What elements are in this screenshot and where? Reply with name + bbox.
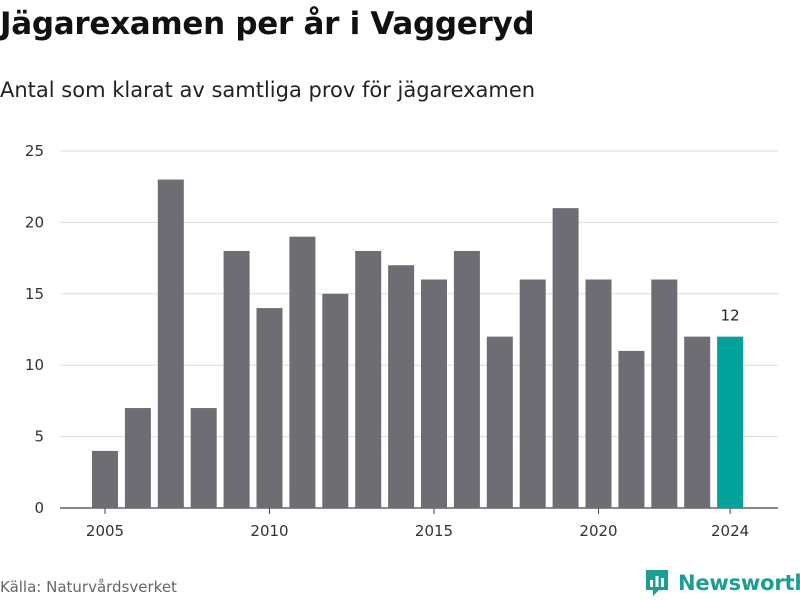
bar-2009	[223, 250, 250, 508]
chart-title: Jägarexamen per år i Vaggeryd	[0, 6, 535, 42]
bar-2023	[684, 336, 711, 508]
x-tick-label: 2024	[711, 522, 749, 540]
bar-2017	[486, 336, 513, 508]
brand-logo: Newsworthy	[644, 568, 800, 598]
bar-2012	[322, 293, 349, 508]
bar-2006	[124, 408, 151, 508]
bar-2005	[92, 450, 118, 508]
brand-name: Newsworthy	[678, 571, 800, 595]
bar-2021	[618, 350, 645, 508]
bar-2008	[190, 408, 217, 508]
bar-2018	[519, 279, 546, 508]
y-tick-label: 20	[25, 213, 44, 231]
newsworthy-logo-icon	[646, 570, 668, 596]
x-axis-ticks: 2005 2010 2015 2020 2024	[86, 508, 749, 540]
bar-2010	[256, 308, 283, 508]
data-labels: 12	[721, 307, 740, 325]
y-tick-label: 10	[25, 356, 44, 374]
bar-2014	[388, 265, 415, 508]
y-axis-ticks: 0 5 10 15 20 25	[25, 142, 44, 517]
x-tick-label: 2020	[579, 522, 617, 540]
y-tick-label: 15	[25, 285, 44, 303]
y-tick-label: 0	[34, 499, 44, 517]
bar-2015	[421, 279, 447, 508]
bar-2007	[157, 179, 184, 508]
bar-2016	[453, 250, 480, 508]
bar-2011	[289, 236, 316, 508]
y-tick-label: 5	[34, 428, 44, 446]
bar-2022	[651, 279, 678, 508]
bar-2013	[355, 250, 382, 508]
y-tick-label: 25	[25, 142, 44, 160]
bar-2020	[585, 279, 612, 508]
x-tick-label: 2005	[86, 522, 124, 540]
x-tick-label: 2010	[250, 522, 288, 540]
bar-2024	[717, 336, 744, 508]
bar-2019	[552, 208, 579, 508]
chart-subtitle: Antal som klarat av samtliga prov för jä…	[0, 78, 536, 102]
source-note: Källa: Naturvårdsverket	[0, 578, 177, 596]
data-label: 12	[721, 307, 740, 325]
x-tick-label: 2015	[415, 522, 453, 540]
bars	[92, 179, 744, 508]
